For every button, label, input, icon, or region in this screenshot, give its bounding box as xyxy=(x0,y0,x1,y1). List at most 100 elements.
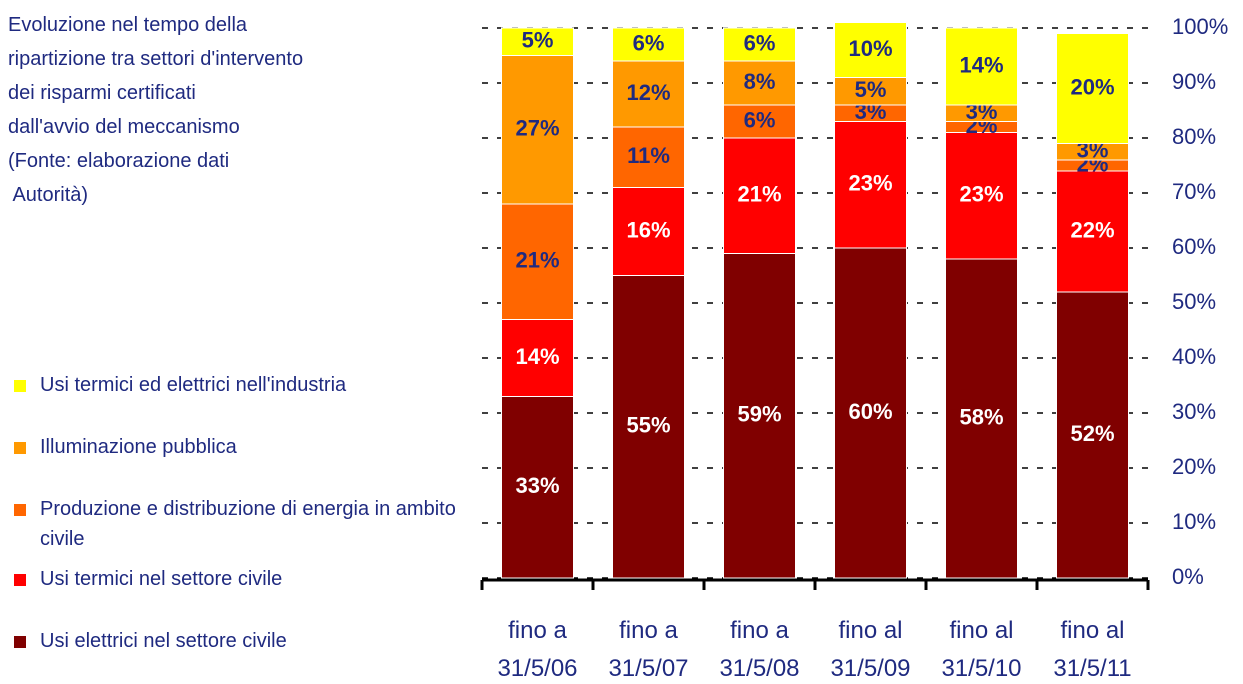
data-label: 60% xyxy=(848,399,892,424)
bar-segment xyxy=(834,22,907,78)
x-tick-label: fino al 31/5/10 xyxy=(941,617,1021,682)
data-label: 22% xyxy=(1070,217,1114,242)
x-tick-label: fino al 31/5/09 xyxy=(830,617,910,682)
bar-segment xyxy=(834,247,907,579)
y-tick-label: 80% xyxy=(1172,124,1216,149)
legend-item: Usi termici nel settore civile xyxy=(14,564,474,594)
bar-segment xyxy=(834,121,907,249)
data-label: 6% xyxy=(633,30,665,55)
title-line: Evoluzione nel tempo della xyxy=(8,14,248,36)
bar-segment xyxy=(945,132,1018,260)
x-tick-label: fino a 31/5/08 xyxy=(719,617,799,682)
legend-label: Produzione e distribuzione di energia in… xyxy=(40,498,456,550)
bar-segment xyxy=(723,137,796,254)
legend-swatch xyxy=(14,504,26,516)
legend: Usi termici ed elettrici nell'industria I… xyxy=(14,370,474,656)
data-label: 55% xyxy=(626,413,670,438)
data-label: 6% xyxy=(744,30,776,55)
data-label: 5% xyxy=(522,28,554,53)
data-label: 21% xyxy=(737,182,781,207)
data-label: 21% xyxy=(515,248,559,273)
y-tick-label: 60% xyxy=(1172,234,1216,259)
data-label: 23% xyxy=(959,182,1003,207)
bar-segment xyxy=(612,187,685,276)
x-tick-label: fino a 31/5/07 xyxy=(608,617,688,682)
bar-segment xyxy=(834,77,907,106)
data-label: 5% xyxy=(855,77,887,102)
legend-item: Usi elettrici nel settore civile xyxy=(14,626,474,656)
data-label: 8% xyxy=(744,69,776,94)
data-label: 6% xyxy=(744,107,776,132)
x-tick-line: fino a xyxy=(730,617,789,644)
y-tick-label: 10% xyxy=(1172,509,1216,534)
legend-item: Usi termici ed elettrici nell'industria xyxy=(14,370,474,400)
legend-swatch xyxy=(14,442,26,454)
x-tick-label: fino al 31/5/11 xyxy=(1053,617,1131,682)
title-line: (Fonte: elaborazione dati xyxy=(8,150,230,172)
bar-segment xyxy=(1056,291,1129,579)
y-tick-label: 40% xyxy=(1172,344,1216,369)
bar-segment xyxy=(501,319,574,397)
x-tick-line: 31/5/10 xyxy=(941,655,1021,682)
bar-segment xyxy=(501,55,574,205)
x-tick-line: 31/5/06 xyxy=(497,655,577,682)
data-label: 33% xyxy=(515,473,559,498)
bar-segment xyxy=(1056,33,1129,144)
legend-label: Usi termici ed elettrici nell'industria xyxy=(40,374,347,396)
x-tick-line: 31/5/09 xyxy=(830,655,910,682)
data-label: 59% xyxy=(737,402,781,427)
data-label: 52% xyxy=(1070,421,1114,446)
data-label: 14% xyxy=(515,344,559,369)
legend-item: Produzione e distribuzione di energia in… xyxy=(14,494,474,554)
bar-segment xyxy=(612,126,685,188)
data-label: 14% xyxy=(959,52,1003,77)
data-label: 10% xyxy=(848,36,892,61)
y-tick-label: 30% xyxy=(1172,399,1216,424)
data-label: 20% xyxy=(1070,74,1114,99)
x-tick-line: fino al xyxy=(838,617,902,644)
x-tick-line: fino al xyxy=(949,617,1013,644)
x-tick-label: fino a 31/5/06 xyxy=(497,617,577,682)
chart-title: Evoluzione nel tempo della ripartizione t… xyxy=(8,8,303,212)
legend-swatch xyxy=(14,380,26,392)
y-tick-label: 0% xyxy=(1172,564,1204,589)
bar-segment xyxy=(723,60,796,106)
data-label: 27% xyxy=(515,116,559,141)
y-tick-label: 50% xyxy=(1172,289,1216,314)
legend-swatch xyxy=(14,636,26,648)
bar-segment xyxy=(723,253,796,579)
x-tick-line: 31/5/11 xyxy=(1053,655,1131,682)
title-line: dei risparmi certificati xyxy=(8,82,196,104)
bar-segment xyxy=(501,396,574,579)
x-tick-line: fino a xyxy=(619,617,678,644)
x-tick-line: fino al xyxy=(1060,617,1124,644)
legend-label: Usi termici nel settore civile xyxy=(40,568,283,590)
legend-item: Illuminazione pubblica xyxy=(14,432,474,462)
x-tick-line: fino a xyxy=(508,617,567,644)
y-tick-label: 20% xyxy=(1172,454,1216,479)
bar-segment xyxy=(612,275,685,579)
bar-segment xyxy=(612,27,685,62)
bar-segment xyxy=(723,27,796,62)
x-tick-line: 31/5/07 xyxy=(608,655,688,682)
data-label: 23% xyxy=(848,171,892,196)
data-label: 11% xyxy=(627,143,670,168)
bar-segment xyxy=(1056,170,1129,293)
bar-segment xyxy=(723,104,796,139)
legend-swatch xyxy=(14,574,26,586)
data-label: 12% xyxy=(626,80,670,105)
y-tick-label: 100% xyxy=(1172,14,1228,39)
title-line: Autorità) xyxy=(8,184,89,206)
bar-segment xyxy=(501,203,574,320)
title-line: dall'avvio del meccanismo xyxy=(8,116,240,138)
y-tick-label: 70% xyxy=(1172,179,1216,204)
bar-segment xyxy=(501,27,574,56)
title-line: ripartizione tra settori d'intervento xyxy=(8,48,304,70)
data-label: 58% xyxy=(959,404,1003,429)
data-label: 16% xyxy=(626,217,670,242)
bar-segment xyxy=(945,27,1018,106)
legend-label: Usi elettrici nel settore civile xyxy=(40,630,287,652)
x-tick-line: 31/5/08 xyxy=(719,655,799,682)
